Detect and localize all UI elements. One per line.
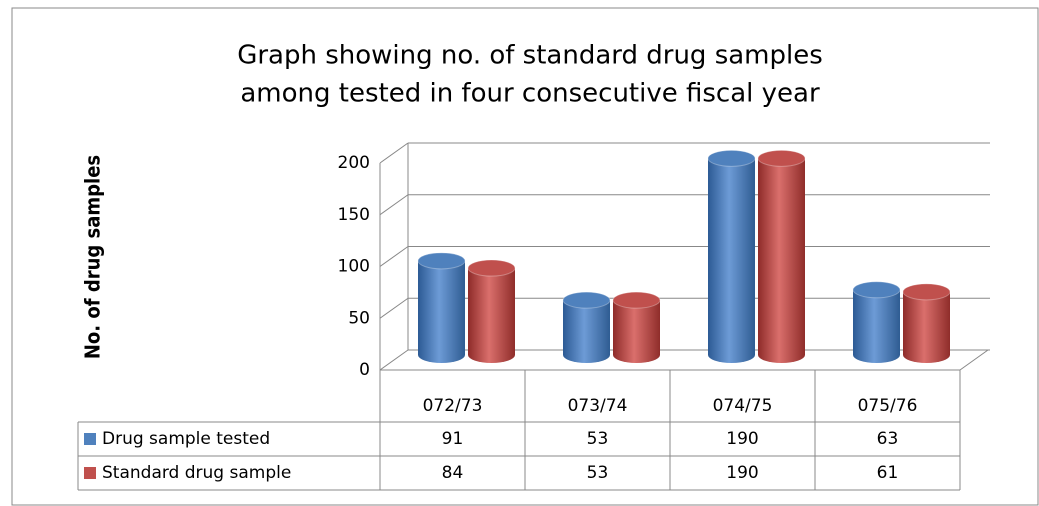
bar-top [417, 252, 466, 270]
y-tick-label: 200 [338, 153, 370, 173]
bar-top [467, 259, 516, 277]
bar [418, 260, 465, 355]
x-tick-label: 073/74 [568, 396, 628, 416]
bar [758, 158, 805, 355]
bar [613, 300, 660, 355]
grid-line [379, 246, 409, 267]
table-value: 190 [726, 463, 758, 483]
legend-label: Standard drug sample [102, 463, 291, 483]
y-axis-label: No. of drug samples [81, 155, 105, 359]
bar [563, 300, 610, 355]
chart-title: Graph showing no. of standard drug sampl… [237, 41, 823, 71]
chart-title: among tested in four consecutive fiscal … [240, 79, 820, 109]
bar-top [562, 291, 611, 309]
table-value: 91 [442, 429, 464, 449]
table-value: 53 [587, 429, 609, 449]
bar [468, 268, 515, 355]
legend-swatch [84, 467, 96, 479]
legend-label: Drug sample tested [102, 429, 270, 449]
bar-top [902, 283, 951, 301]
table-value: 53 [587, 463, 609, 483]
y-tick-label: 100 [338, 257, 370, 277]
bar-top [707, 149, 756, 167]
y-tick-label: 50 [348, 308, 370, 328]
y-tick-label: 0 [359, 360, 370, 380]
floor-edge [959, 349, 989, 371]
grid-line [379, 297, 409, 319]
table-value: 190 [726, 429, 758, 449]
grid-line [379, 194, 409, 216]
bar-top [612, 291, 661, 309]
x-tick-label: 072/73 [423, 396, 483, 416]
table-value: 84 [442, 463, 464, 483]
grid-line [379, 349, 409, 371]
bar [708, 158, 755, 355]
x-tick-label: 074/75 [713, 396, 773, 416]
bar [903, 291, 950, 355]
y-tick-label: 150 [338, 205, 370, 225]
bar-top [852, 281, 901, 299]
legend-swatch [84, 433, 96, 445]
grid-line [379, 142, 409, 164]
table-value: 63 [877, 429, 899, 449]
bar [853, 289, 900, 355]
bar-top [757, 149, 806, 167]
x-tick-label: 075/76 [858, 396, 918, 416]
table-value: 61 [877, 463, 899, 483]
